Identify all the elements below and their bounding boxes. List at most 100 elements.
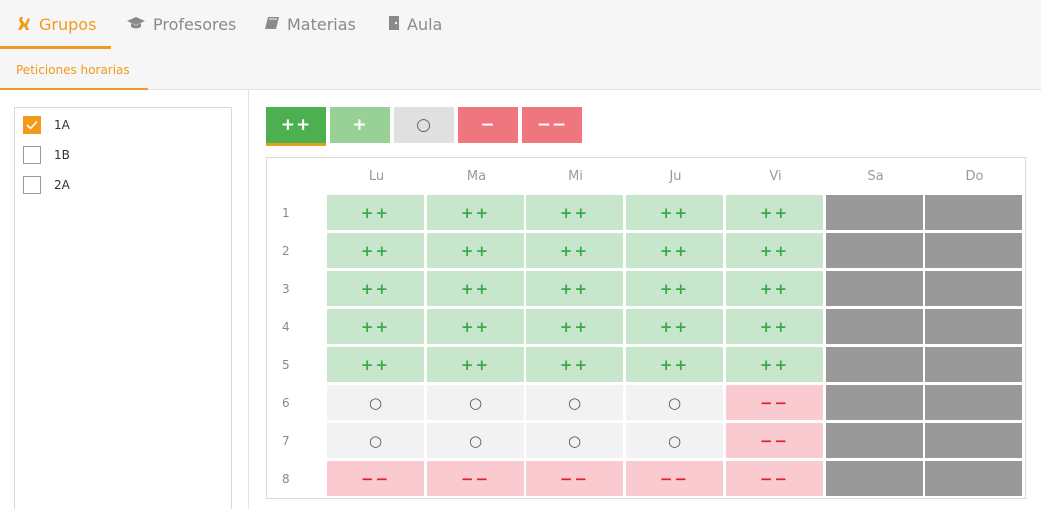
group-item-2a[interactable]: 2A	[23, 176, 70, 194]
schedule-cell[interactable]: ○	[526, 385, 623, 420]
schedule-cell	[826, 309, 923, 344]
tab-materias-label: Materias	[287, 15, 356, 34]
schedule-cell[interactable]: ○	[327, 423, 424, 458]
schedule-cell	[826, 347, 923, 382]
period-label-8: 8	[282, 472, 290, 486]
day-header-lu: Lu	[368, 169, 385, 184]
schedule-cell[interactable]: ○	[526, 423, 623, 458]
schedule-cell[interactable]: ++	[726, 347, 823, 382]
pref-neutral-button[interactable]: ○	[394, 107, 454, 143]
active-preference-indicator	[266, 143, 326, 146]
schedule-cell[interactable]: −−	[726, 385, 823, 420]
door-icon	[388, 15, 400, 35]
schedule-cell	[826, 195, 923, 230]
period-label-7: 7	[282, 434, 290, 448]
period-label-4: 4	[282, 320, 290, 334]
subtab-peticiones-horarias[interactable]: Peticiones horarias	[16, 63, 130, 77]
schedule-cell[interactable]: ++	[726, 271, 823, 306]
schedule-cell[interactable]: ++	[427, 309, 524, 344]
tab-grupos-label: Grupos	[39, 15, 97, 34]
tab-profesores-label: Profesores	[153, 15, 237, 34]
schedule-cell[interactable]: ++	[526, 309, 623, 344]
schedule-cell[interactable]: ++	[427, 233, 524, 268]
schedule-cell[interactable]: ++	[726, 195, 823, 230]
schedule-cell[interactable]: ++	[626, 195, 723, 230]
schedule-cell[interactable]: −−	[626, 461, 723, 496]
schedule-cell[interactable]: ++	[626, 309, 723, 344]
group-item-1b[interactable]: 1B	[23, 146, 70, 164]
tab-materias[interactable]: Materias	[264, 0, 356, 49]
schedule-cell	[925, 271, 1022, 306]
schedule-cell[interactable]: −−	[526, 461, 623, 496]
schedule-cell	[826, 385, 923, 420]
schedule-cell	[826, 461, 923, 496]
schedule-cell[interactable]: −−	[726, 423, 823, 458]
schedule-cell[interactable]: ++	[427, 195, 524, 230]
group-item-1a[interactable]: 1A	[23, 116, 70, 134]
schedule-cell[interactable]: ○	[327, 385, 424, 420]
schedule-cell[interactable]: ++	[327, 309, 424, 344]
schedule-cell[interactable]: ○	[626, 385, 723, 420]
tab-profesores[interactable]: Profesores	[126, 0, 236, 49]
panel-divider	[248, 90, 249, 509]
schedule-cell[interactable]: ++	[626, 347, 723, 382]
graduation-cap-icon	[126, 15, 146, 35]
schedule-cell	[925, 309, 1022, 344]
schedule-cell[interactable]: ++	[327, 195, 424, 230]
top-bar: Grupos Profesores Materias Aula Peticion…	[0, 0, 1041, 90]
schedule-cell[interactable]: ++	[526, 233, 623, 268]
schedule-cell	[925, 423, 1022, 458]
tab-grupos[interactable]: Grupos	[16, 0, 96, 49]
day-header-ma: Ma	[466, 169, 487, 184]
day-header-vi: Vi	[769, 169, 782, 184]
schedule-cell	[826, 423, 923, 458]
schedule-cell[interactable]: ○	[427, 423, 524, 458]
schedule-cell[interactable]: ++	[526, 195, 623, 230]
schedule-cell[interactable]: −−	[327, 461, 424, 496]
schedule-cell	[925, 385, 1022, 420]
tab-aula-label: Aula	[407, 15, 443, 34]
schedule-cell[interactable]: ++	[327, 347, 424, 382]
pref-strong-dislike-button[interactable]: −−	[522, 107, 582, 143]
groups-icon	[16, 15, 32, 35]
check-icon	[26, 120, 38, 130]
schedule-cell	[925, 195, 1022, 230]
schedule-cell[interactable]: −−	[726, 461, 823, 496]
period-label-2: 2	[282, 244, 290, 258]
schedule-cell	[826, 233, 923, 268]
schedule-cell[interactable]: ++	[427, 271, 524, 306]
schedule-cell	[925, 461, 1022, 496]
schedule-cell[interactable]: ++	[526, 271, 623, 306]
pref-like-button[interactable]: +	[330, 107, 390, 143]
pref-strong-like-button[interactable]: ++	[266, 107, 326, 143]
schedule-cell[interactable]: ++	[327, 233, 424, 268]
group-checkbox-1a[interactable]	[23, 116, 41, 134]
schedule-cell[interactable]: ++	[427, 347, 524, 382]
schedule-cell[interactable]: ○	[427, 385, 524, 420]
group-checkbox-2a[interactable]	[23, 176, 41, 194]
period-label-5: 5	[282, 358, 290, 372]
schedule-cell[interactable]: −−	[427, 461, 524, 496]
schedule-cell[interactable]: ++	[526, 347, 623, 382]
schedule-cell[interactable]: ++	[327, 271, 424, 306]
pref-dislike-button[interactable]: −	[458, 107, 518, 143]
schedule-cell[interactable]: ++	[726, 233, 823, 268]
schedule-cell[interactable]: ++	[626, 233, 723, 268]
group-list-panel: 1A 1B 2A	[14, 107, 232, 509]
period-label-3: 3	[282, 282, 290, 296]
group-checkbox-1b[interactable]	[23, 146, 41, 164]
schedule-cell[interactable]: ++	[726, 309, 823, 344]
period-label-6: 6	[282, 396, 290, 410]
active-tab-indicator	[0, 46, 111, 49]
day-header-do: Do	[965, 169, 984, 184]
schedule-cell[interactable]: ○	[626, 423, 723, 458]
schedule-cell	[925, 347, 1022, 382]
day-header-mi: Mi	[568, 169, 583, 184]
schedule-cell	[925, 233, 1022, 268]
schedule-cell	[826, 271, 923, 306]
schedule-cell[interactable]: ++	[626, 271, 723, 306]
period-label-1: 1	[282, 206, 290, 220]
tab-aula[interactable]: Aula	[388, 0, 442, 49]
group-label: 1B	[54, 148, 70, 162]
group-label: 2A	[54, 178, 70, 192]
